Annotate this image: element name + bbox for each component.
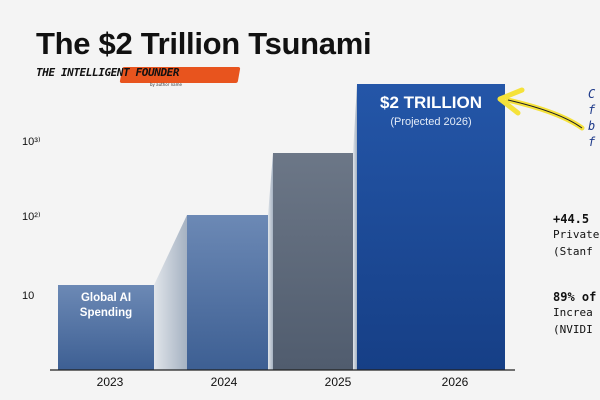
side-note-line: C [588, 87, 596, 101]
y-tick-label: 10 [22, 290, 34, 302]
x-tick-label: 2023 [97, 375, 124, 389]
side-stat-line: (Stanf [553, 245, 593, 258]
brand-subtitle: by author name [150, 82, 182, 87]
bar-2025 [273, 153, 353, 370]
bar-2026 [357, 84, 505, 370]
side-note-line: b [588, 119, 596, 133]
page-title: The $2 Trillion Tsunami [36, 26, 372, 61]
side-note-line: f [588, 103, 596, 117]
brand-name: THE INTELLIGENT FOUNDER [36, 66, 180, 79]
bar-2024 [187, 215, 268, 370]
arrow-head [497, 87, 525, 116]
x-tick-label: 2024 [211, 375, 238, 389]
side-note: C f b f [588, 86, 595, 150]
side-stat-line: Private [553, 228, 600, 241]
bar-connector [268, 153, 273, 370]
y-tick-label: 10²⁾ [22, 211, 41, 223]
bar-annotation: Global AI [81, 292, 131, 304]
side-stat-value: 89% of [553, 290, 597, 304]
x-tick-label: 2026 [442, 375, 469, 389]
side-stat-line: (NVIDI [553, 323, 593, 336]
side-stat: +44.5 Private (Stanf [553, 212, 599, 260]
bar-connector [353, 84, 357, 370]
bar-connector [154, 215, 187, 370]
bar-2023 [58, 285, 154, 370]
bar-subtitle-label: (Projected 2026) [390, 116, 471, 128]
side-note-line: f [588, 135, 596, 149]
bar-value-label: $2 TRILLION [380, 93, 482, 112]
side-stat-value: +44.5 [553, 212, 590, 226]
y-tick-label: 10³⁾ [22, 136, 41, 148]
bar-annotation: Spending [80, 307, 132, 319]
arrow-outline [507, 99, 583, 129]
brand-logo: THE INTELLIGENT FOUNDER by author name [36, 66, 241, 87]
side-stat: 89% of Increa (NVIDI [553, 290, 596, 338]
side-stat-line: Increa [553, 306, 593, 319]
x-tick-label: 2025 [325, 375, 352, 389]
